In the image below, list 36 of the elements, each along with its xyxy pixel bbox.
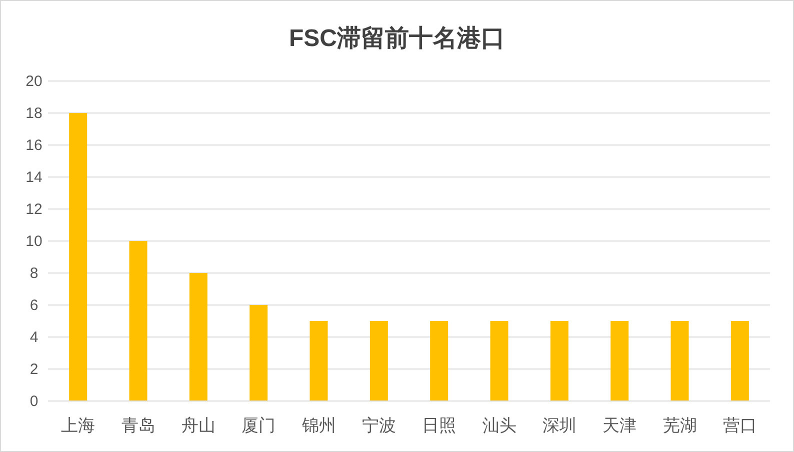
x-tick-label: 青岛 — [121, 416, 156, 435]
y-tick-label: 12 — [26, 201, 42, 218]
bar — [370, 321, 388, 401]
chart-title: FSC滞留前十名港口 — [289, 25, 505, 52]
x-tick-label: 芜湖 — [662, 416, 697, 435]
x-tick-label: 营口 — [722, 416, 757, 435]
x-tick-label: 汕头 — [482, 416, 516, 435]
x-tick-label: 天津 — [602, 416, 637, 435]
y-tick-label: 16 — [26, 137, 42, 154]
y-tick-label: 10 — [26, 233, 42, 250]
bar — [250, 305, 268, 401]
bar — [730, 321, 749, 401]
y-tick-label: 14 — [26, 169, 42, 186]
x-tick-label: 日照 — [422, 416, 456, 435]
y-tick-label: 2 — [30, 361, 38, 378]
x-tick-label: 上海 — [61, 416, 96, 435]
bar — [310, 321, 328, 401]
bar — [129, 241, 148, 401]
y-tick-label: 4 — [30, 329, 38, 346]
bar — [430, 321, 448, 401]
x-tick-label: 厦门 — [242, 416, 276, 435]
bar — [490, 321, 508, 401]
bar — [670, 321, 689, 401]
y-tick-label: 6 — [30, 297, 38, 314]
x-tick-label: 深圳 — [542, 416, 576, 435]
x-tick-label: 锦州 — [300, 416, 336, 435]
bar — [550, 321, 568, 401]
y-tick-label: 20 — [26, 73, 42, 90]
bar — [189, 273, 208, 401]
y-tick-label: 8 — [30, 265, 38, 282]
bar — [610, 321, 629, 401]
x-tick-label: 舟山 — [181, 416, 216, 435]
x-tick-label: 宁波 — [362, 416, 396, 435]
bar — [69, 113, 88, 401]
y-tick-label: 0 — [30, 393, 38, 410]
y-tick-label: 18 — [26, 105, 42, 122]
